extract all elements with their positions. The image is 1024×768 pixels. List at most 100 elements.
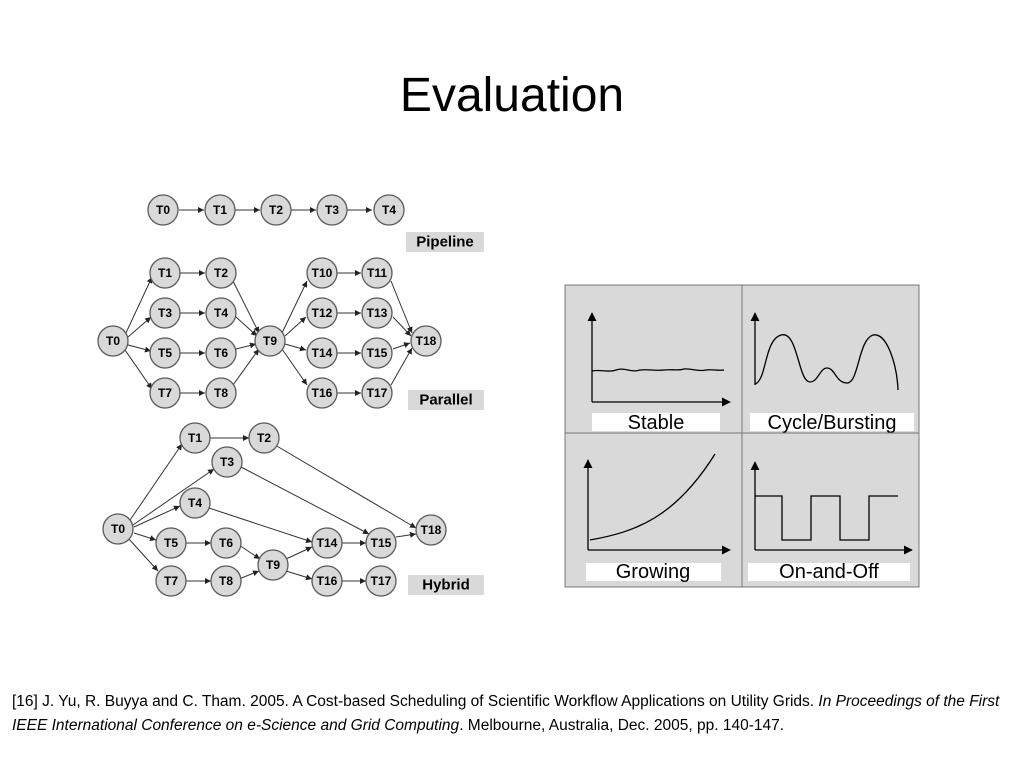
svg-text:T16: T16 [317, 574, 338, 588]
onoff-curve [755, 495, 898, 541]
hybrid-diagram: T0 T1 T2 T3 T4 T5 T6 T7 T8 T9 T14 T15 T1… [102, 422, 447, 597]
svg-text:T13: T13 [367, 306, 388, 320]
pipeline-label: Pipeline [406, 232, 484, 252]
slide-title: Evaluation [399, 69, 625, 122]
hybrid-node: T7 [155, 565, 187, 597]
hybrid-node: T6 [210, 527, 242, 559]
svg-text:T18: T18 [421, 523, 442, 537]
svg-text:T4: T4 [214, 306, 228, 320]
parallel-node: T13 [361, 297, 393, 329]
hybrid-node: T17 [365, 565, 397, 597]
parallel-node: T16 [306, 377, 338, 409]
pipeline-node: T1 [204, 194, 236, 226]
cycle-curve [754, 334, 899, 391]
stable-caption: Stable [628, 412, 685, 434]
svg-text:Parallel: Parallel [419, 392, 472, 409]
growing-caption: Growing [616, 561, 690, 583]
svg-text:T1: T1 [188, 431, 202, 445]
hybrid-node: T2 [248, 422, 280, 454]
pipeline-node: T2 [260, 194, 292, 226]
svg-text:T3: T3 [158, 306, 172, 320]
svg-text:T18: T18 [416, 334, 437, 348]
svg-text:T14: T14 [317, 536, 338, 550]
svg-text:T3: T3 [325, 203, 339, 217]
svg-text:T2: T2 [214, 266, 228, 280]
growing-curve [589, 453, 716, 541]
workload-patterns: Stable Cycle/Bursting Growing On-and-Off [564, 284, 920, 588]
hybrid-edges [127, 435, 417, 584]
stable-curve [591, 368, 725, 372]
svg-text:T16: T16 [312, 386, 333, 400]
hybrid-node: T18 [415, 514, 447, 546]
citation: [16] J. Yu, R. Buyya and C. Tham. 2005. … [12, 690, 1012, 738]
svg-text:T2: T2 [257, 431, 271, 445]
hybrid-node: T5 [155, 527, 187, 559]
svg-text:T11: T11 [367, 266, 387, 280]
parallel-node: T6 [205, 337, 237, 369]
hybrid-node: T3 [211, 446, 243, 478]
svg-text:T0: T0 [156, 203, 170, 217]
svg-text:T15: T15 [371, 536, 392, 550]
parallel-node: T11 [361, 257, 393, 289]
svg-text:T12: T12 [312, 306, 333, 320]
parallel-node: T5 [149, 337, 181, 369]
svg-text:T1: T1 [213, 203, 227, 217]
svg-text:T15: T15 [367, 346, 388, 360]
hybrid-label: Hybrid [408, 575, 484, 595]
svg-text:T8: T8 [219, 574, 233, 588]
svg-text:T4: T4 [382, 203, 396, 217]
growing-cell: Growing [564, 432, 743, 588]
parallel-node: T14 [306, 337, 338, 369]
workflow-diagrams: T0 T1 T2 T3 T4 Pipeline T0 [97, 194, 484, 597]
svg-text:T9: T9 [263, 334, 277, 348]
parallel-node: T1 [149, 257, 181, 289]
svg-text:T14: T14 [312, 346, 333, 360]
hybrid-node: T9 [257, 549, 289, 581]
svg-text:T7: T7 [164, 574, 178, 588]
pipeline-diagram: T0 T1 T2 T3 T4 [147, 194, 405, 226]
parallel-node: T17 [361, 377, 393, 409]
svg-text:T17: T17 [367, 386, 388, 400]
onoff-cell: On-and-Off [741, 432, 920, 588]
parallel-diagram: T0 T1 T2 T3 T4 T5 T6 T7 T8 T9 T10 T11 T1… [97, 257, 442, 409]
parallel-label: Parallel [408, 390, 484, 410]
svg-text:T4: T4 [188, 496, 202, 510]
svg-text:T7: T7 [158, 386, 172, 400]
parallel-node: T4 [205, 297, 237, 329]
onoff-caption: On-and-Off [779, 561, 879, 583]
stable-cell: Stable [564, 284, 743, 434]
parallel-edges [124, 270, 413, 396]
hybrid-node: T14 [311, 527, 343, 559]
pipeline-node: T3 [316, 194, 348, 226]
cycle-cell: Cycle/Bursting [741, 284, 920, 434]
parallel-node: T8 [205, 377, 237, 409]
svg-text:T17: T17 [371, 574, 392, 588]
pipeline-node: T4 [373, 194, 405, 226]
svg-text:T8: T8 [214, 386, 228, 400]
citation-details: . Melbourne, Australia, Dec. 2005, pp. 1… [459, 717, 785, 734]
svg-text:T5: T5 [158, 346, 172, 360]
parallel-node: T2 [205, 257, 237, 289]
parallel-node: T10 [306, 257, 338, 289]
hybrid-node: T16 [311, 565, 343, 597]
svg-text:T10: T10 [312, 266, 333, 280]
svg-text:T1: T1 [158, 266, 172, 280]
svg-text:T6: T6 [219, 536, 233, 550]
citation-venue: In Proceedings of the First IEEE Interna… [12, 693, 1000, 734]
parallel-node: T15 [361, 337, 393, 369]
svg-text:T3: T3 [220, 455, 234, 469]
hybrid-node: T1 [179, 422, 211, 454]
svg-text:T0: T0 [111, 522, 125, 536]
parallel-node: T7 [149, 377, 181, 409]
cycle-caption: Cycle/Bursting [768, 412, 897, 434]
svg-text:T6: T6 [214, 346, 228, 360]
pipeline-node: T0 [147, 194, 179, 226]
citation-authors: [16] J. Yu, R. Buyya and C. Tham. 2005. … [12, 693, 819, 710]
hybrid-node: T4 [179, 487, 211, 519]
parallel-node: T9 [254, 325, 286, 357]
svg-text:Hybrid: Hybrid [422, 577, 470, 594]
svg-text:T5: T5 [164, 536, 178, 550]
svg-text:T9: T9 [266, 558, 280, 572]
parallel-node: T18 [410, 325, 442, 357]
svg-text:T0: T0 [106, 334, 120, 348]
